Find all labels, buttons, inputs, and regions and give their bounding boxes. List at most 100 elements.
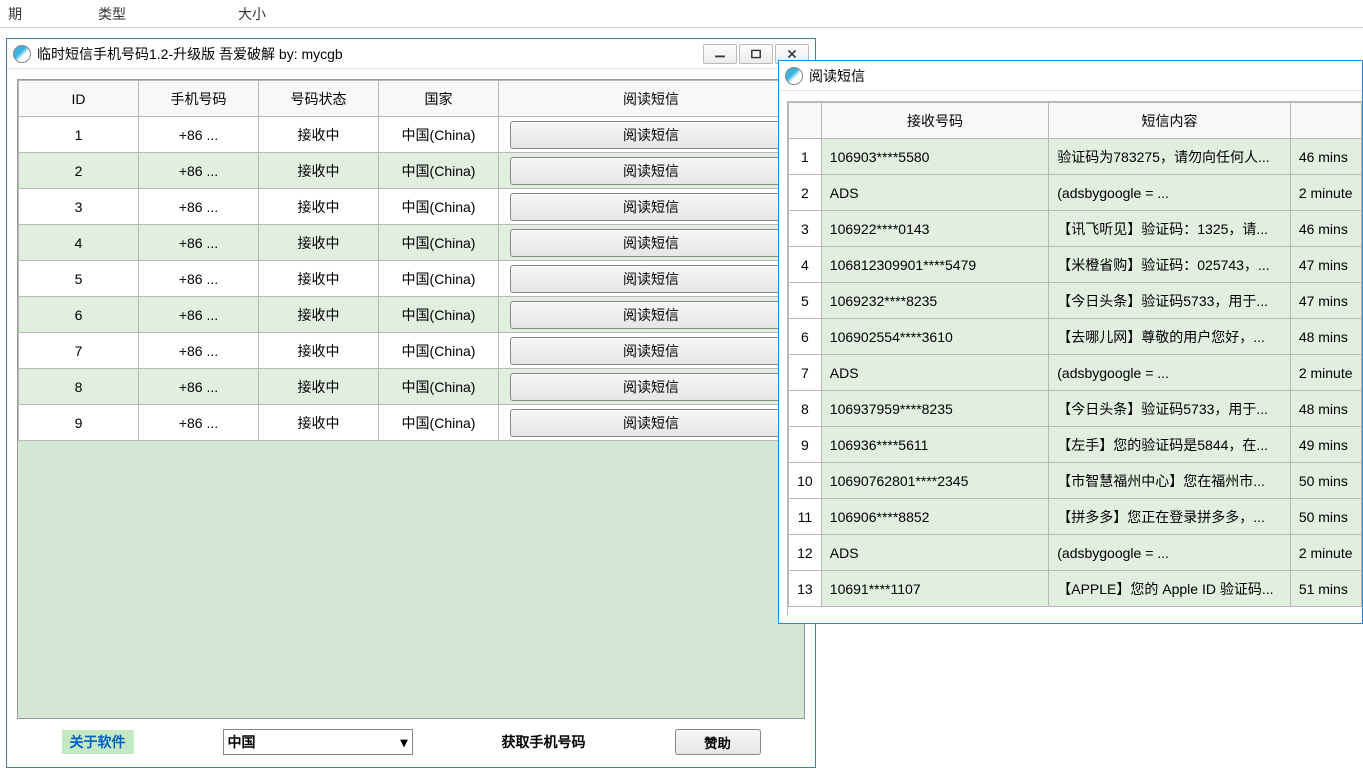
table-row[interactable]: 4106812309901****5479【米橙省购】验证码：025743，..…	[789, 247, 1362, 283]
table-row[interactable]: 5+86 ...接收中中国(China)阅读短信	[19, 261, 804, 297]
cell-phone: +86 ...	[139, 225, 259, 261]
main-window: 临时短信手机号码1.2-升级版 吾爱破解 by: mycgb ID 手机号码 号…	[6, 38, 816, 768]
table-row[interactable]: 4+86 ...接收中中国(China)阅读短信	[19, 225, 804, 261]
cell-index: 8	[789, 391, 822, 427]
read-sms-button[interactable]: 阅读短信	[510, 409, 791, 437]
read-sms-button[interactable]: 阅读短信	[510, 193, 791, 221]
cell-time: 2 minute	[1290, 175, 1361, 211]
sms-window: 阅读短信 接收号码 短信内容 1106903****5580验证码为783275…	[778, 60, 1363, 624]
read-sms-button[interactable]: 阅读短信	[510, 337, 791, 365]
cell-id: 3	[19, 189, 139, 225]
table-row[interactable]: 7+86 ...接收中中国(China)阅读短信	[19, 333, 804, 369]
table-row[interactable]: 1310691****1107【APPLE】您的 Apple ID 验证码...…	[789, 571, 1362, 607]
table-row[interactable]: 8106937959****8235【今日头条】验证码5733，用于...48 …	[789, 391, 1362, 427]
table-row[interactable]: 6+86 ...接收中中国(China)阅读短信	[19, 297, 804, 333]
cell-action: 阅读短信	[499, 153, 804, 189]
col-header-action[interactable]: 阅读短信	[499, 81, 804, 117]
col-header-id[interactable]: ID	[19, 81, 139, 117]
sponsor-button[interactable]: 赞助	[675, 729, 761, 755]
cell-status: 接收中	[259, 189, 379, 225]
sms-table: 接收号码 短信内容 1106903****5580验证码为783275，请勿向任…	[788, 102, 1362, 607]
table-row[interactable]: 1010690762801****2345【市智慧福州中心】您在福州市...50…	[789, 463, 1362, 499]
header-col-size: 大小	[238, 4, 266, 24]
col-header-status[interactable]: 号码状态	[259, 81, 379, 117]
header-col-type: 类型	[98, 4, 238, 24]
cell-time: 47 mins	[1290, 247, 1361, 283]
read-sms-button[interactable]: 阅读短信	[510, 121, 791, 149]
cell-action: 阅读短信	[499, 333, 804, 369]
country-select-value: 中国	[228, 732, 256, 752]
table-row[interactable]: 7ADS(adsbygoogle = ...2 minute	[789, 355, 1362, 391]
read-sms-button[interactable]: 阅读短信	[510, 265, 791, 293]
cell-index: 13	[789, 571, 822, 607]
cell-sms-content: 【去哪儿网】尊敬的用户您好，...	[1049, 319, 1291, 355]
table-row[interactable]: 1+86 ...接收中中国(China)阅读短信	[19, 117, 804, 153]
cell-action: 阅读短信	[499, 189, 804, 225]
maximize-button[interactable]	[739, 44, 773, 64]
cell-sms-content: (adsbygoogle = ...	[1049, 355, 1291, 391]
cell-index: 6	[789, 319, 822, 355]
cell-action: 阅读短信	[499, 369, 804, 405]
cell-action: 阅读短信	[499, 225, 804, 261]
table-row[interactable]: 2ADS(adsbygoogle = ...2 minute	[789, 175, 1362, 211]
cell-action: 阅读短信	[499, 261, 804, 297]
sms-titlebar[interactable]: 阅读短信	[779, 61, 1362, 91]
table-row[interactable]: 8+86 ...接收中中国(China)阅读短信	[19, 369, 804, 405]
read-sms-button[interactable]: 阅读短信	[510, 373, 791, 401]
table-row[interactable]: 51069232****8235【今日头条】验证码5733，用于...47 mi…	[789, 283, 1362, 319]
about-link[interactable]: 关于软件	[62, 730, 134, 754]
country-select[interactable]: 中国 ▾	[223, 729, 413, 755]
table-row[interactable]: 6106902554****3610【去哪儿网】尊敬的用户您好，...48 mi…	[789, 319, 1362, 355]
table-row[interactable]: 9106936****5611【左手】您的验证码是5844，在...49 min…	[789, 427, 1362, 463]
col-header-phone[interactable]: 手机号码	[139, 81, 259, 117]
col-header-index[interactable]	[789, 103, 822, 139]
cell-phone: +86 ...	[139, 405, 259, 441]
get-phone-button[interactable]: 获取手机号码	[502, 732, 586, 752]
cell-sms-content: 【讯飞听见】验证码：1325，请...	[1049, 211, 1291, 247]
cell-id: 7	[19, 333, 139, 369]
table-row[interactable]: 9+86 ...接收中中国(China)阅读短信	[19, 405, 804, 441]
table-row[interactable]: 2+86 ...接收中中国(China)阅读短信	[19, 153, 804, 189]
cell-index: 11	[789, 499, 822, 535]
read-sms-button[interactable]: 阅读短信	[510, 301, 791, 329]
cell-time: 2 minute	[1290, 535, 1361, 571]
read-sms-button[interactable]: 阅读短信	[510, 229, 791, 257]
read-sms-button[interactable]: 阅读短信	[510, 157, 791, 185]
cell-recv-number: 106902554****3610	[821, 319, 1048, 355]
bottom-toolbar: 关于软件 中国 ▾ 获取手机号码 赞助	[17, 725, 805, 759]
cell-country: 中国(China)	[379, 333, 499, 369]
cell-status: 接收中	[259, 117, 379, 153]
cell-index: 12	[789, 535, 822, 571]
cell-index: 3	[789, 211, 822, 247]
cell-id: 9	[19, 405, 139, 441]
cell-phone: +86 ...	[139, 297, 259, 333]
minimize-button[interactable]	[703, 44, 737, 64]
cell-country: 中国(China)	[379, 297, 499, 333]
col-header-time[interactable]	[1290, 103, 1361, 139]
table-row[interactable]: 11106906****8852【拼多多】您正在登录拼多多，...50 mins	[789, 499, 1362, 535]
cell-sms-content: (adsbygoogle = ...	[1049, 175, 1291, 211]
header-col-date: 期	[8, 4, 98, 24]
main-titlebar[interactable]: 临时短信手机号码1.2-升级版 吾爱破解 by: mycgb	[7, 39, 815, 69]
table-row[interactable]: 12ADS(adsbygoogle = ...2 minute	[789, 535, 1362, 571]
cell-recv-number: 10691****1107	[821, 571, 1048, 607]
table-row[interactable]: 3+86 ...接收中中国(China)阅读短信	[19, 189, 804, 225]
table-row[interactable]: 1106903****5580验证码为783275，请勿向任何人...46 mi…	[789, 139, 1362, 175]
cell-recv-number: ADS	[821, 175, 1048, 211]
cell-recv-number: 1069232****8235	[821, 283, 1048, 319]
table-row[interactable]: 3106922****0143【讯飞听见】验证码：1325，请...46 min…	[789, 211, 1362, 247]
col-header-country[interactable]: 国家	[379, 81, 499, 117]
cell-action: 阅读短信	[499, 117, 804, 153]
cell-country: 中国(China)	[379, 225, 499, 261]
col-header-recv[interactable]: 接收号码	[821, 103, 1048, 139]
col-header-content[interactable]: 短信内容	[1049, 103, 1291, 139]
cell-status: 接收中	[259, 369, 379, 405]
cell-phone: +86 ...	[139, 369, 259, 405]
cell-index: 1	[789, 139, 822, 175]
cell-sms-content: 【今日头条】验证码5733，用于...	[1049, 283, 1291, 319]
explorer-column-header: 期 类型 大小	[0, 0, 1363, 28]
cell-id: 1	[19, 117, 139, 153]
cell-time: 50 mins	[1290, 463, 1361, 499]
cell-time: 46 mins	[1290, 211, 1361, 247]
cell-recv-number: 106903****5580	[821, 139, 1048, 175]
